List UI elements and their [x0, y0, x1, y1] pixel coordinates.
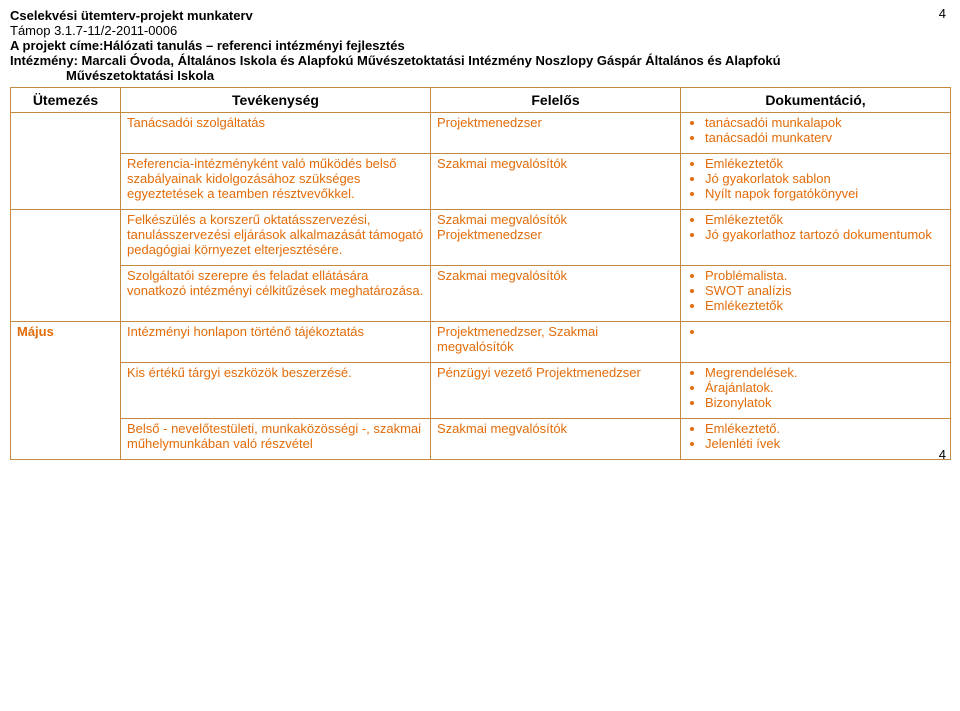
table-row: Szolgáltatói szerepre és feladat ellátás… — [11, 266, 951, 322]
col-header-responsible: Felelős — [431, 88, 681, 113]
table-row: Belső - nevelőtestületi, munkaközösségi … — [11, 419, 951, 460]
responsible-cell: Projektmenedzser — [431, 113, 681, 154]
table-header-row: Ütemezés Tevékenység Felelős Dokumentáci… — [11, 88, 951, 113]
header-line3: A projekt címe:Hálózati tanulás – refere… — [10, 38, 950, 53]
activity-cell: Szolgáltatói szerepre és feladat ellátás… — [121, 266, 431, 322]
doc-item: Jó gyakorlathoz tartozó dokumentumok — [705, 227, 944, 242]
header-title: Cselekvési ütemterv-projekt munkaterv — [10, 8, 950, 23]
documentation-cell: Emlékeztetők Jó gyakorlathoz tartozó dok… — [681, 210, 951, 266]
doc-item: Nyílt napok forgatókönyvei — [705, 186, 944, 201]
table-row: Tanácsadói szolgáltatás Projektmenedzser… — [11, 113, 951, 154]
header-line5: Művészetoktatási Iskola — [10, 68, 950, 83]
doc-item: Problémalista. — [705, 268, 944, 283]
responsible-cell: Pénzügyi vezető Projektmenedzser — [431, 363, 681, 419]
documentation-cell: Emlékeztetők Jó gyakorlatok sablon Nyílt… — [681, 154, 951, 210]
document-header: Cselekvési ütemterv-projekt munkaterv Tá… — [10, 8, 950, 83]
doc-item: tanácsadói munkalapok — [705, 115, 944, 130]
page-number-bottom: 4 — [939, 447, 946, 462]
activity-cell: Kis értékű tárgyi eszközök beszerzésé. — [121, 363, 431, 419]
responsible-cell: Szakmai megvalósítók — [431, 419, 681, 460]
page-number-top: 4 — [939, 6, 946, 21]
col-header-schedule: Ütemezés — [11, 88, 121, 113]
month-cell-empty — [11, 113, 121, 210]
documentation-cell — [681, 322, 951, 363]
doc-item — [705, 324, 944, 339]
responsible-cell: Szakmai megvalósítók — [431, 154, 681, 210]
activity-cell: Felkészülés a korszerű oktatásszervezési… — [121, 210, 431, 266]
doc-item: SWOT analízis — [705, 283, 944, 298]
activity-cell: Tanácsadói szolgáltatás — [121, 113, 431, 154]
table-row: Május Intézményi honlapon történő tájéko… — [11, 322, 951, 363]
header-line2: Támop 3.1.7-11/2-2011-0006 — [10, 23, 950, 38]
col-header-documentation: Dokumentáció, — [681, 88, 951, 113]
doc-item: Emlékeztető. — [705, 421, 944, 436]
schedule-table: Ütemezés Tevékenység Felelős Dokumentáci… — [10, 87, 951, 460]
col-header-activity: Tevékenység — [121, 88, 431, 113]
doc-item: Emlékeztetők — [705, 212, 944, 227]
activity-cell: Belső - nevelőtestületi, munkaközösségi … — [121, 419, 431, 460]
doc-item: Árajánlatok. — [705, 380, 944, 395]
doc-item: Bizonylatok — [705, 395, 944, 410]
header-line4: Intézmény: Marcali Óvoda, Általános Isko… — [10, 53, 950, 68]
doc-item: Jelenléti ívek — [705, 436, 944, 451]
table-row: Kis értékű tárgyi eszközök beszerzésé. P… — [11, 363, 951, 419]
responsible-cell: Szakmai megvalósítók Projektmenedzser — [431, 210, 681, 266]
activity-cell: Intézményi honlapon történő tájékoztatás — [121, 322, 431, 363]
documentation-cell: tanácsadói munkalapok tanácsadói munkate… — [681, 113, 951, 154]
documentation-cell: Emlékeztető. Jelenléti ívek — [681, 419, 951, 460]
table-row: Referencia-intézményként való működés be… — [11, 154, 951, 210]
documentation-cell: Megrendelések. Árajánlatok. Bizonylatok — [681, 363, 951, 419]
responsible-cell: Projektmenedzser, Szakmai megvalósítók — [431, 322, 681, 363]
doc-item: Jó gyakorlatok sablon — [705, 171, 944, 186]
table-row: Felkészülés a korszerű oktatásszervezési… — [11, 210, 951, 266]
activity-cell: Referencia-intézményként való működés be… — [121, 154, 431, 210]
month-cell-empty — [11, 210, 121, 322]
month-cell-may: Május — [11, 322, 121, 460]
doc-item: tanácsadói munkaterv — [705, 130, 944, 145]
doc-item: Megrendelések. — [705, 365, 944, 380]
documentation-cell: Problémalista. SWOT analízis Emlékeztető… — [681, 266, 951, 322]
doc-item: Emlékeztetők — [705, 298, 944, 313]
doc-item: Emlékeztetők — [705, 156, 944, 171]
responsible-cell: Szakmai megvalósítók — [431, 266, 681, 322]
